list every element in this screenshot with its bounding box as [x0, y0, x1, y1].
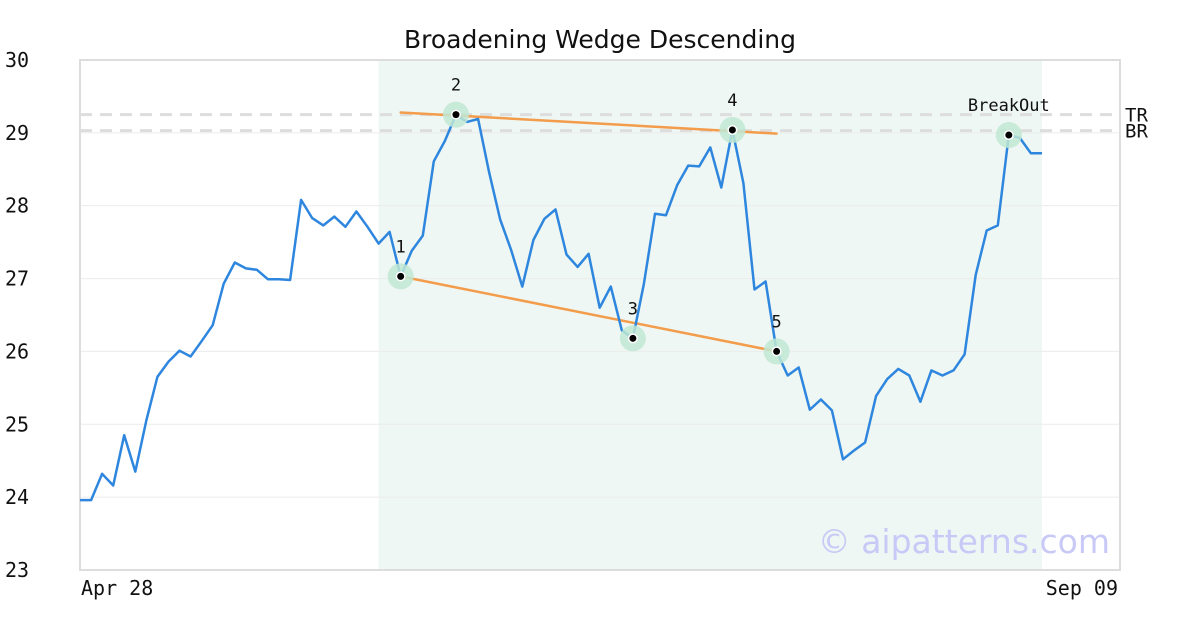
pivot-dot	[1005, 131, 1013, 139]
reference-label-br: BR	[1125, 121, 1148, 143]
pivot-3: 3	[619, 299, 646, 352]
pivot-label: 1	[396, 237, 406, 257]
reference-label-tr: TR	[1125, 105, 1148, 127]
pivot-label: 2	[451, 76, 461, 96]
y-tick-label: 30	[5, 48, 29, 72]
price-line	[80, 113, 1042, 502]
y-tick-label: 27	[5, 267, 29, 291]
pivot-points: 1 2 3 4 5 BreakOut	[387, 76, 1050, 365]
pivot-dot	[452, 111, 460, 119]
pivot-label: BreakOut	[968, 96, 1050, 116]
pivot-dot	[629, 334, 637, 342]
y-tick-label: 26	[5, 339, 29, 363]
x-label-start: Apr 28	[81, 576, 153, 600]
pivot-label: 3	[628, 299, 638, 319]
pivot-dot	[397, 272, 405, 280]
y-tick-label: 23	[5, 558, 29, 582]
chart-title: Broadening Wedge Descending	[404, 25, 796, 54]
pivot-dot	[773, 347, 781, 355]
gridlines	[80, 132, 1120, 498]
y-tick-label: 24	[5, 485, 29, 509]
pivot-5: 5	[763, 312, 790, 365]
y-tick-label: 29	[5, 121, 29, 145]
pivot-breakout: BreakOut	[968, 96, 1050, 149]
pattern-highlight-region	[378, 60, 1042, 570]
y-tick-label: 28	[5, 194, 29, 218]
trendline-lower	[399, 275, 778, 353]
watermark: © aipatterns.com	[818, 522, 1110, 561]
y-tick-label: 25	[5, 412, 29, 436]
pivot-dot	[728, 126, 736, 134]
pivot-label: 4	[727, 91, 737, 111]
y-axis-ticks: 23 24 25 26 27 28 29 30	[5, 48, 29, 582]
pivot-label: 5	[771, 312, 781, 332]
pivot-2: 2	[442, 76, 469, 128]
plot-frame	[79, 59, 1121, 571]
pivot-1: 1	[387, 237, 414, 290]
x-label-end: Sep 09	[1046, 576, 1118, 600]
pivot-4: 4	[719, 91, 746, 143]
